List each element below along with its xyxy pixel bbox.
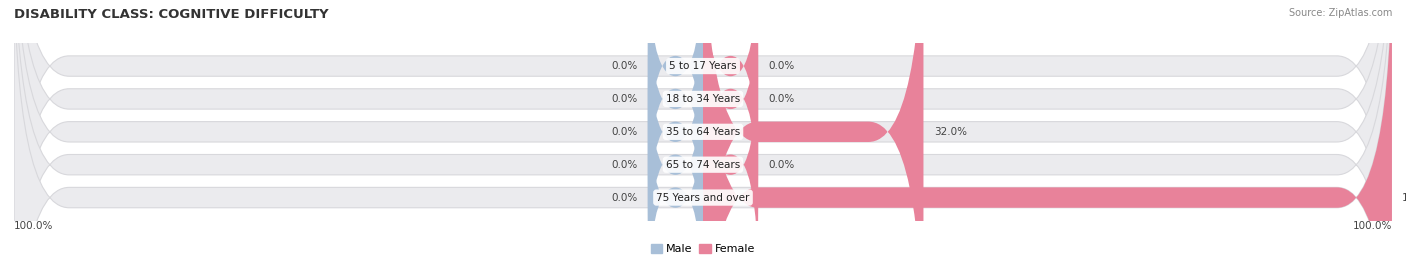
- FancyBboxPatch shape: [14, 0, 1392, 269]
- Text: 0.0%: 0.0%: [612, 94, 637, 104]
- FancyBboxPatch shape: [14, 0, 1392, 269]
- FancyBboxPatch shape: [14, 0, 1392, 269]
- FancyBboxPatch shape: [648, 10, 703, 253]
- Text: 100.0%: 100.0%: [1402, 193, 1406, 203]
- Text: 0.0%: 0.0%: [612, 160, 637, 170]
- Text: 0.0%: 0.0%: [612, 193, 637, 203]
- Text: 65 to 74 Years: 65 to 74 Years: [666, 160, 740, 170]
- FancyBboxPatch shape: [648, 43, 703, 269]
- Text: 0.0%: 0.0%: [769, 160, 794, 170]
- Text: 0.0%: 0.0%: [769, 94, 794, 104]
- FancyBboxPatch shape: [648, 76, 703, 269]
- Text: 0.0%: 0.0%: [612, 61, 637, 71]
- Text: 100.0%: 100.0%: [1353, 221, 1392, 231]
- Text: 32.0%: 32.0%: [934, 127, 967, 137]
- FancyBboxPatch shape: [14, 0, 1392, 269]
- Text: Source: ZipAtlas.com: Source: ZipAtlas.com: [1288, 8, 1392, 18]
- Text: 18 to 34 Years: 18 to 34 Years: [666, 94, 740, 104]
- FancyBboxPatch shape: [648, 0, 703, 187]
- FancyBboxPatch shape: [703, 0, 924, 269]
- Text: 0.0%: 0.0%: [769, 61, 794, 71]
- Text: 0.0%: 0.0%: [612, 127, 637, 137]
- Text: DISABILITY CLASS: COGNITIVE DIFFICULTY: DISABILITY CLASS: COGNITIVE DIFFICULTY: [14, 8, 329, 21]
- Text: 100.0%: 100.0%: [14, 221, 53, 231]
- FancyBboxPatch shape: [703, 43, 758, 269]
- FancyBboxPatch shape: [703, 0, 758, 220]
- Legend: Male, Female: Male, Female: [651, 244, 755, 254]
- FancyBboxPatch shape: [703, 0, 1392, 269]
- FancyBboxPatch shape: [648, 0, 703, 220]
- Text: 75 Years and over: 75 Years and over: [657, 193, 749, 203]
- FancyBboxPatch shape: [14, 0, 1392, 269]
- Text: 35 to 64 Years: 35 to 64 Years: [666, 127, 740, 137]
- FancyBboxPatch shape: [703, 0, 758, 187]
- Text: 5 to 17 Years: 5 to 17 Years: [669, 61, 737, 71]
